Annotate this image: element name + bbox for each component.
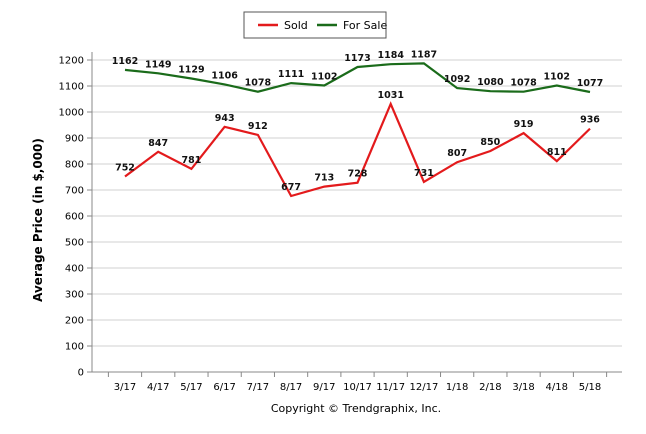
legend: Sold For Sale: [243, 11, 387, 39]
data-label-for-sale-9-17: 1102: [311, 71, 337, 82]
y-tick-label-900: 900: [65, 134, 84, 145]
x-tick-label-12-17: 12/17: [410, 382, 439, 393]
data-label-sold-8-17: 677: [281, 182, 301, 193]
series-lines: [124, 62, 591, 198]
data-label-for-sale-5-17: 1129: [178, 64, 204, 75]
y-tick-label-500: 500: [65, 238, 84, 249]
data-label-sold-6-17: 943: [215, 113, 235, 124]
y-tick-label-600: 600: [65, 212, 84, 223]
data-label-sold-9-17: 713: [314, 173, 334, 184]
x-tick-label-8-17: 8/17: [280, 382, 302, 393]
y-tick-label-1000: 1000: [59, 108, 84, 119]
data-label-sold-1-18: 807: [447, 148, 467, 159]
x-tick-label-4-18: 4/18: [546, 382, 568, 393]
data-label-sold-3-18: 919: [514, 119, 534, 130]
data-label-for-sale-5-18: 1077: [577, 78, 603, 89]
x-tick-label-5-17: 5/17: [180, 382, 202, 393]
series-line-sold: [124, 101, 591, 198]
x-tick-label-5-18: 5/18: [579, 382, 601, 393]
data-label-for-sale-8-17: 1111: [278, 69, 304, 80]
data-label-for-sale-3-18: 1078: [510, 78, 537, 89]
copyright-footer: Copyright © Trendgraphix, Inc.: [271, 402, 441, 415]
legend-for-sale-label: For Sale: [343, 19, 387, 32]
x-tick-label-1-18: 1/18: [446, 382, 468, 393]
y-tick-label-400: 400: [65, 264, 84, 275]
y-tick-label-300: 300: [65, 290, 84, 301]
x-tick-label-11-17: 11/17: [376, 382, 405, 393]
data-label-for-sale-4-18: 1102: [544, 71, 570, 82]
data-label-sold-7-17: 912: [248, 121, 268, 132]
y-axis-title: Average Price (in $,000): [31, 138, 45, 302]
x-tick-label-10-17: 10/17: [343, 382, 372, 393]
y-tick-label-200: 200: [65, 316, 84, 327]
legend-sold-label: Sold: [284, 19, 308, 32]
data-label-sold-12-17: 731: [414, 168, 434, 179]
data-label-sold-4-18: 811: [547, 147, 567, 158]
y-tick-label-1200: 1200: [59, 56, 84, 67]
x-tick-label-3-17: 3/17: [114, 382, 136, 393]
x-tick-label-4-17: 4/17: [147, 382, 169, 393]
data-label-sold-4-17: 847: [148, 138, 168, 149]
x-tick-label-3-18: 3/18: [512, 382, 534, 393]
x-tick-label-6-17: 6/17: [213, 382, 235, 393]
series-line-for-sale: [124, 62, 591, 94]
data-label-for-sale-4-17: 1149: [145, 59, 171, 70]
x-tick-label-7-17: 7/17: [247, 382, 269, 393]
y-tick-label-700: 700: [65, 186, 84, 197]
data-label-sold-10-17: 728: [348, 169, 368, 180]
data-label-for-sale-12-17: 1187: [411, 49, 437, 60]
x-axis-ticks: 3/17 4/17 5/17 6/17 7/17 8/17 9/17 10/17 11/17 12…: [107, 372, 608, 393]
y-tick-label-800: 800: [65, 160, 84, 171]
data-label-for-sale-7-17: 1078: [245, 78, 272, 89]
data-label-sold-5-17: 781: [182, 155, 202, 166]
data-label-for-sale-6-17: 1106: [211, 70, 238, 81]
data-label-for-sale-11-17: 1184: [377, 50, 404, 61]
y-tick-label-0: 0: [78, 368, 84, 379]
data-label-sold-5-18: 936: [580, 115, 600, 126]
data-label-for-sale-10-17: 1173: [344, 53, 370, 64]
data-label-sold-11-17: 1031: [377, 90, 403, 101]
data-label-sold-3-17: 752: [115, 162, 135, 173]
data-label-for-sale-3-17: 1162: [112, 56, 138, 67]
y-axis-ticks: 0 100 200 300 400 500 600 700 800 900 1000 1100 1200: [59, 56, 92, 379]
data-label-for-sale-1-18: 1092: [444, 74, 470, 85]
data-label-for-sale-2-18: 1080: [477, 77, 504, 88]
axes: [91, 52, 622, 373]
grid-lines: [92, 59, 622, 347]
data-labels: 752 847 781 943 912 677 713 728 1031 731 807 850 919…: [112, 49, 603, 193]
data-label-sold-2-18: 850: [480, 137, 500, 148]
y-tick-label-1100: 1100: [59, 82, 84, 93]
y-tick-label-100: 100: [65, 342, 84, 353]
x-tick-label-2-18: 2/18: [479, 382, 501, 393]
x-tick-label-9-17: 9/17: [313, 382, 335, 393]
